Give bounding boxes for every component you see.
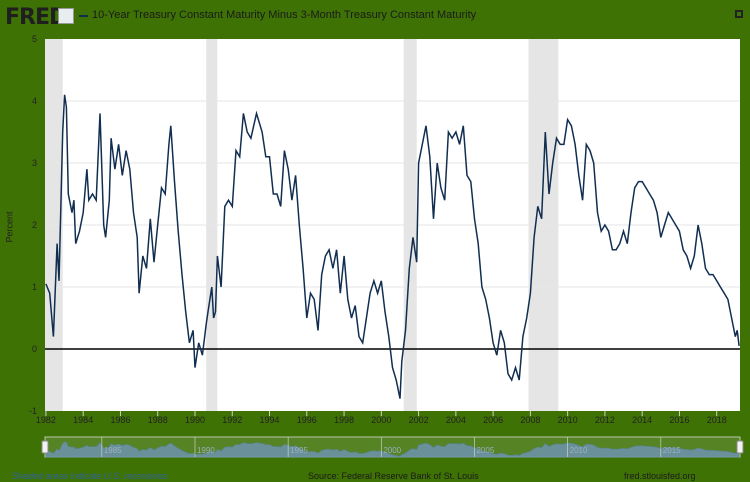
y-tick-label: 0 bbox=[32, 344, 37, 354]
navigator-tick-label: 1985 bbox=[104, 446, 122, 455]
fullscreen-icon[interactable] bbox=[735, 10, 743, 18]
x-tick-label: 1996 bbox=[297, 415, 317, 425]
x-tick-label: 2002 bbox=[409, 415, 429, 425]
fred-graph-icon bbox=[58, 8, 74, 24]
navigator-handle-left[interactable] bbox=[41, 440, 49, 454]
navigator-series bbox=[45, 441, 740, 458]
series-line bbox=[45, 94, 740, 399]
x-tick-label: 2006 bbox=[483, 415, 503, 425]
y-tick-label: 3 bbox=[32, 158, 37, 168]
x-tick-label: 1988 bbox=[148, 415, 168, 425]
legend-line-icon bbox=[79, 15, 88, 17]
navigator-handle-right[interactable] bbox=[736, 440, 744, 454]
x-tick-label: 2014 bbox=[632, 415, 652, 425]
x-tick-label: 1986 bbox=[110, 415, 130, 425]
x-tick-label: 2018 bbox=[707, 415, 727, 425]
y-tick-label: 4 bbox=[32, 96, 37, 106]
x-tick-label: 1984 bbox=[73, 415, 93, 425]
chart-title: 10-Year Treasury Constant Maturity Minus… bbox=[92, 9, 477, 21]
x-tick-label: 1982 bbox=[36, 415, 56, 425]
x-tick-label: 2010 bbox=[558, 415, 578, 425]
fred-logo[interactable]: FRED bbox=[5, 5, 67, 30]
y-tick-label: 1 bbox=[32, 282, 37, 292]
navigator-tick-label: 2010 bbox=[570, 446, 588, 455]
x-tick-label: 1990 bbox=[185, 415, 205, 425]
x-tick-label: 2000 bbox=[371, 415, 391, 425]
x-tick-label: 1998 bbox=[334, 415, 354, 425]
navigator-tick-label: 2000 bbox=[383, 446, 401, 455]
navigator-tick-label: 1990 bbox=[197, 446, 215, 455]
x-tick-label: 2004 bbox=[446, 415, 466, 425]
y-tick-label: 5 bbox=[32, 34, 37, 44]
recession-note: Shaded areas indicate U.S. recessions bbox=[12, 471, 168, 481]
x-tick-label: 2016 bbox=[669, 415, 689, 425]
x-tick-label: 2012 bbox=[595, 415, 615, 425]
navigator-tick-label: 2005 bbox=[476, 446, 494, 455]
x-tick-label: 1992 bbox=[222, 415, 242, 425]
navigator-tick-label: 2015 bbox=[663, 446, 681, 455]
y-tick-label: -1 bbox=[29, 406, 37, 416]
x-tick-label: 1994 bbox=[260, 415, 280, 425]
navigator-tick-label: 1995 bbox=[290, 446, 308, 455]
source-text: Source: Federal Reserve Bank of St. Loui… bbox=[308, 471, 479, 481]
fred-link[interactable]: fred.stlouisfed.org bbox=[624, 471, 696, 481]
x-tick-label: 2008 bbox=[520, 415, 540, 425]
y-tick-label: 2 bbox=[32, 220, 37, 230]
